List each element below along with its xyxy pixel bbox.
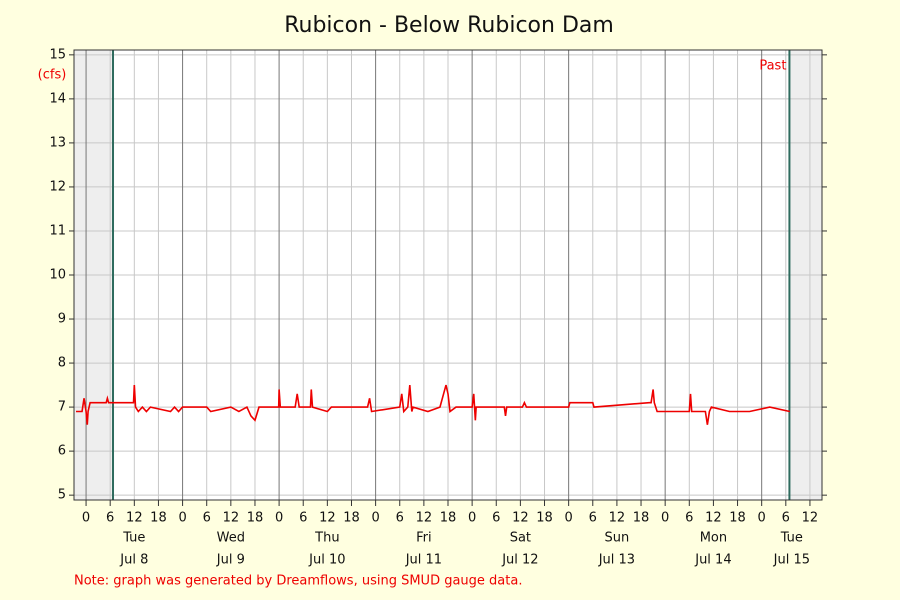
y-tick-label: 15 xyxy=(49,47,66,62)
x-tick-label: 12 xyxy=(802,511,819,526)
x-tick-label: 0 xyxy=(758,511,766,526)
window-label: Past xyxy=(759,59,786,74)
x-tick-label: 12 xyxy=(416,511,433,526)
chart-title: Rubicon - Below Rubicon Dam xyxy=(284,13,614,38)
x-tick-label: 6 xyxy=(492,511,500,526)
x-tick-label: 0 xyxy=(468,511,476,526)
x-tick-label: 0 xyxy=(661,511,669,526)
weekday-label: Tue xyxy=(780,531,803,546)
weekday-label: Wed xyxy=(217,531,245,546)
x-tick-label: 0 xyxy=(565,511,573,526)
x-tick-label: 12 xyxy=(705,511,722,526)
x-tick-label: 6 xyxy=(396,511,404,526)
weekday-label: Thu xyxy=(314,531,339,546)
y-tick-label: 8 xyxy=(58,356,66,371)
x-tick-label: 18 xyxy=(440,511,457,526)
date-label: Jul 12 xyxy=(501,553,538,568)
x-tick-label: 12 xyxy=(223,511,240,526)
y-tick-label: 14 xyxy=(49,91,66,106)
plot-frame xyxy=(73,49,823,501)
x-tick-label: 6 xyxy=(589,511,597,526)
x-tick-label: 6 xyxy=(106,511,114,526)
x-tick-label: 0 xyxy=(178,511,186,526)
x-tick-label: 0 xyxy=(275,511,283,526)
x-tick-label: 18 xyxy=(633,511,650,526)
weekday-label: Sat xyxy=(510,531,531,546)
y-tick-label: 11 xyxy=(49,223,66,238)
weekday-label: Tue xyxy=(122,531,145,546)
y-tick-label: 7 xyxy=(58,400,66,415)
x-tick-label: 18 xyxy=(536,511,553,526)
y-tick-label: 5 xyxy=(58,488,66,503)
y-tick-label: 9 xyxy=(58,312,66,327)
x-tick-label: 18 xyxy=(729,511,746,526)
x-tick-label: 6 xyxy=(782,511,790,526)
x-tick-label: 12 xyxy=(512,511,529,526)
x-tick-label: 18 xyxy=(343,511,360,526)
date-label: Jul 8 xyxy=(119,553,148,568)
x-tick-label: 6 xyxy=(203,511,211,526)
y-tick-label: 13 xyxy=(49,135,66,150)
x-tick-label: 12 xyxy=(126,511,143,526)
x-tick-label: 6 xyxy=(299,511,307,526)
weekday-label: Mon xyxy=(700,531,727,546)
y-tick-label: 10 xyxy=(49,268,66,283)
date-label: Jul 14 xyxy=(694,553,731,568)
date-label: Jul 13 xyxy=(598,553,635,568)
date-label: Jul 9 xyxy=(216,553,245,568)
x-tick-label: 18 xyxy=(150,511,167,526)
date-label: Jul 11 xyxy=(405,553,442,568)
date-label: Jul 15 xyxy=(773,553,810,568)
x-tick-label: 0 xyxy=(82,511,90,526)
y-tick-label: 12 xyxy=(49,179,66,194)
weekday-label: Sun xyxy=(605,531,630,546)
x-tick-label: 0 xyxy=(371,511,379,526)
y-tick-label: 6 xyxy=(58,444,66,459)
flow-line xyxy=(76,384,791,425)
y-axis-label: (cfs) xyxy=(38,68,67,83)
x-tick-label: 18 xyxy=(247,511,264,526)
x-tick-label: 12 xyxy=(319,511,336,526)
weekday-label: Fri xyxy=(416,531,432,546)
x-tick-label: 6 xyxy=(685,511,693,526)
date-label: Jul 10 xyxy=(308,553,345,568)
x-tick-label: 12 xyxy=(609,511,626,526)
note: Note: graph was generated by Dreamflows,… xyxy=(74,574,522,589)
